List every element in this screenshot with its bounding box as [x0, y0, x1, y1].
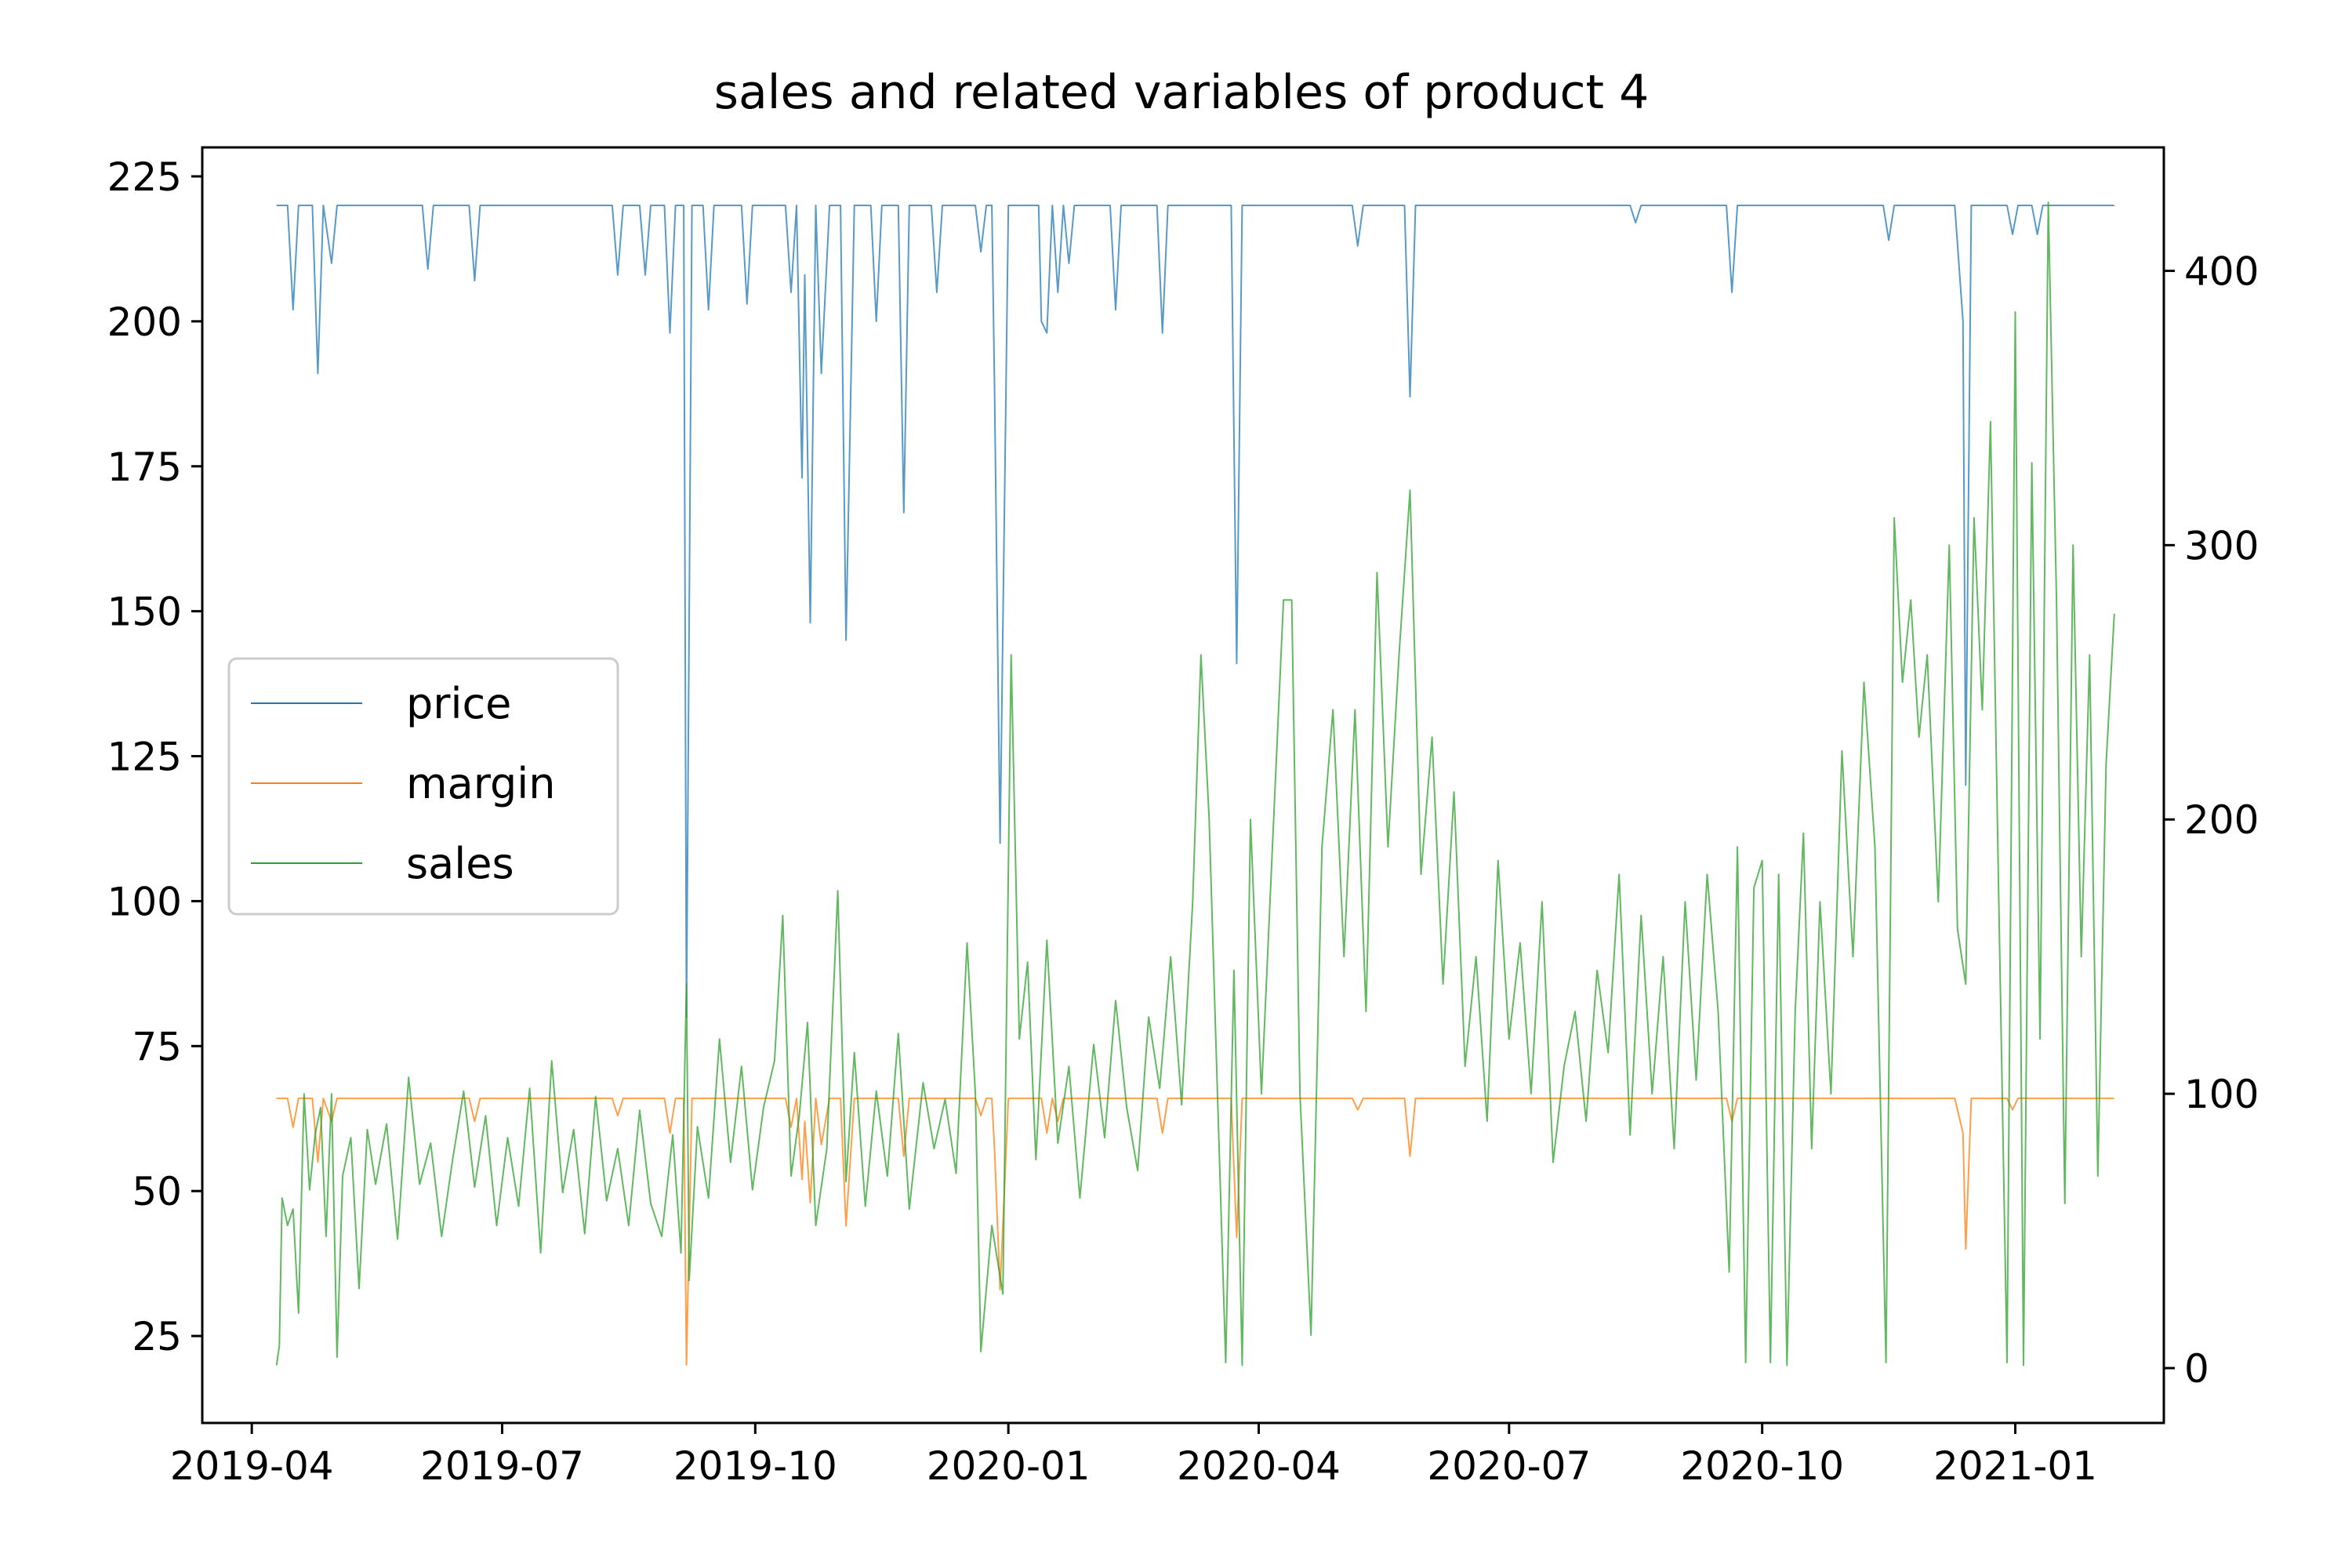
y-axis-left: 25 50 75 100 125 150 175 200 225 — [107, 154, 202, 1359]
y-right-tick-label: 300 — [2184, 523, 2259, 568]
y-axis-right: 0 100 200 300 400 — [2164, 249, 2259, 1392]
y-left-tick-label: 175 — [107, 445, 182, 490]
y-right-tick-label: 400 — [2184, 249, 2259, 294]
legend-margin-label: margin — [406, 759, 555, 808]
chart-title: sales and related variables of product 4 — [714, 65, 1650, 120]
series-line-sales — [275, 201, 2115, 1367]
y-left-tick-label: 25 — [132, 1314, 182, 1359]
x-tick-label: 2020-04 — [1177, 1443, 1341, 1489]
y-left-tick-label: 225 — [107, 154, 182, 200]
y-left-tick-label: 50 — [132, 1169, 182, 1214]
plot-frame — [201, 146, 2165, 1425]
y-left-tick-label: 100 — [107, 879, 182, 924]
y-right-tick-label: 0 — [2184, 1346, 2209, 1392]
x-tick-label: 2021-01 — [1933, 1443, 2097, 1489]
y-left-tick-label: 150 — [107, 590, 182, 635]
series-layer — [275, 201, 2115, 1367]
legend-price-label: price — [406, 679, 511, 728]
x-tick-label: 2019-07 — [420, 1443, 584, 1489]
x-tick-label: 2020-10 — [1680, 1443, 1844, 1489]
legend-box — [227, 657, 619, 916]
legend-sales-label: sales — [406, 839, 514, 888]
series-line-price — [276, 205, 2114, 1018]
x-tick-label: 2020-01 — [927, 1443, 1091, 1489]
x-tick-label: 2020-07 — [1427, 1443, 1591, 1489]
y-right-tick-label: 100 — [2184, 1072, 2259, 1117]
x-axis: 2019-04 2019-07 2019-10 2020-01 2020-04 2020-… — [170, 1423, 2097, 1489]
legend: price margin sales — [227, 657, 619, 916]
x-tick-label: 2019-10 — [673, 1443, 837, 1489]
series-line-margin — [276, 1097, 2114, 1366]
y-right-tick-label: 200 — [2184, 797, 2259, 843]
y-left-tick-label: 125 — [107, 735, 182, 780]
y-left-tick-label: 200 — [107, 299, 182, 345]
x-tick-label: 2019-04 — [170, 1443, 334, 1489]
y-left-tick-label: 75 — [132, 1024, 182, 1069]
